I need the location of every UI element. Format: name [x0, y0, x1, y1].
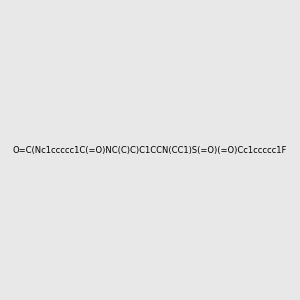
Text: O=C(Nc1ccccc1C(=O)NC(C)C)C1CCN(CC1)S(=O)(=O)Cc1ccccc1F: O=C(Nc1ccccc1C(=O)NC(C)C)C1CCN(CC1)S(=O)… — [13, 146, 287, 154]
